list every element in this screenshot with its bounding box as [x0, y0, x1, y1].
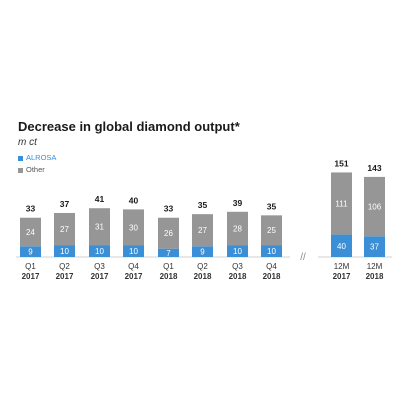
bar-other-5 [192, 214, 213, 247]
tick-label-period-9: 12M [367, 262, 383, 271]
tick-label-period-2: Q3 [94, 262, 105, 271]
bar-alrosa-5 [192, 246, 213, 257]
data-label-alrosa-3: 10 [129, 247, 138, 256]
tick-label-year-9: 2018 [366, 272, 384, 281]
bar-alrosa-7 [261, 245, 282, 257]
data-label-alrosa-6: 10 [233, 247, 242, 256]
tick-label-year-6: 2018 [229, 272, 247, 281]
tick-label-period-0: Q1 [25, 262, 36, 271]
data-label-other-2: 31 [95, 223, 104, 232]
bar-alrosa-1 [54, 245, 75, 257]
data-label-other-0: 24 [26, 228, 35, 237]
tick-label-period-1: Q2 [59, 262, 70, 271]
total-label-1: 37 [60, 199, 70, 209]
bar-alrosa-8 [331, 234, 352, 257]
total-label-8: 151 [334, 158, 348, 168]
data-label-alrosa-4: 7 [166, 249, 171, 258]
tick-label-year-1: 2017 [56, 272, 74, 281]
data-label-other-9: 106 [368, 203, 382, 212]
chart-title: Decrease in global diamond output* [18, 119, 240, 134]
data-label-other-4: 26 [164, 229, 173, 238]
legend-label-other: Other [26, 165, 45, 174]
legend: ALROSA Other [18, 152, 56, 176]
bar-other-3 [123, 209, 144, 246]
tick-label-year-2: 2017 [91, 272, 109, 281]
data-label-alrosa-8: 40 [337, 242, 346, 251]
total-label-7: 35 [267, 201, 277, 211]
bar-other-9 [364, 176, 385, 237]
chart-subtitle: m ct [18, 137, 37, 148]
tick-label-year-0: 2017 [22, 272, 40, 281]
tick-label-year-3: 2017 [125, 272, 143, 281]
bar-alrosa-3 [123, 245, 144, 257]
data-label-other-8: 111 [335, 200, 348, 209]
bar-other-4 [158, 217, 179, 249]
legend-swatch-alrosa [18, 155, 23, 161]
tick-label-year-8: 2017 [333, 272, 351, 281]
total-label-3: 40 [129, 195, 139, 205]
data-label-alrosa-2: 10 [95, 247, 104, 256]
bar-alrosa-2 [89, 245, 110, 257]
data-label-other-1: 27 [60, 225, 69, 234]
data-label-alrosa-1: 10 [60, 247, 69, 256]
bar-alrosa-0 [20, 246, 41, 257]
total-label-9: 143 [367, 163, 381, 173]
tick-label-year-7: 2018 [263, 272, 281, 281]
bar-alrosa-4 [158, 248, 179, 257]
total-label-6: 39 [233, 198, 243, 208]
tick-label-period-4: Q1 [163, 262, 174, 271]
tick-label-period-8: 12M [334, 262, 350, 271]
legend-item-alrosa: ALROSA [18, 152, 56, 164]
data-label-alrosa-0: 9 [28, 248, 33, 257]
data-label-other-7: 25 [267, 226, 276, 235]
total-label-2: 41 [95, 194, 105, 204]
total-label-4: 33 [164, 204, 174, 214]
data-label-alrosa-7: 10 [267, 247, 276, 256]
data-label-alrosa-5: 9 [200, 248, 205, 257]
bar-other-8 [331, 172, 352, 235]
bar-other-0 [20, 217, 41, 247]
data-label-other-5: 27 [198, 226, 207, 235]
bar-other-1 [54, 212, 75, 246]
tick-label-year-5: 2018 [194, 272, 212, 281]
tick-label-period-3: Q4 [128, 262, 139, 271]
bar-other-2 [89, 208, 110, 246]
axis-break-mark: // [300, 252, 306, 263]
bar-alrosa-9 [364, 236, 385, 257]
legend-item-other: Other [18, 164, 56, 176]
legend-label-alrosa: ALROSA [26, 153, 57, 162]
bar-other-6 [227, 211, 248, 246]
bar-other-7 [261, 215, 282, 246]
tick-label-period-5: Q2 [197, 262, 208, 271]
tick-label-period-7: Q4 [266, 262, 277, 271]
data-label-other-6: 28 [233, 224, 242, 233]
bar-alrosa-6 [227, 245, 248, 257]
data-label-alrosa-9: 37 [370, 243, 379, 252]
tick-label-period-6: Q3 [232, 262, 243, 271]
tick-label-year-4: 2018 [160, 272, 178, 281]
total-label-0: 33 [26, 204, 36, 214]
data-label-other-3: 30 [129, 223, 138, 232]
total-label-5: 35 [198, 200, 208, 210]
legend-swatch-other [18, 167, 23, 173]
